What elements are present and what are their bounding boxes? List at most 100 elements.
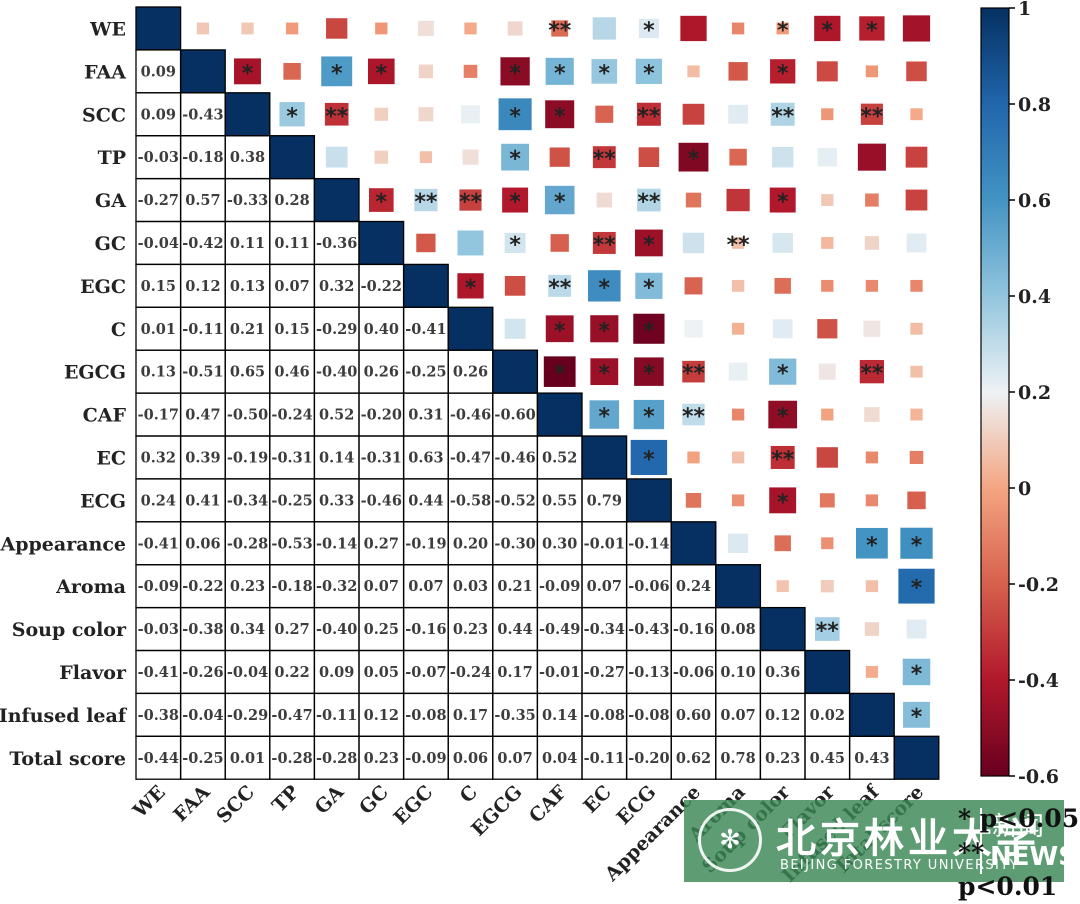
value-cell (269, 478, 315, 522)
correlation-square (550, 234, 569, 252)
value-cell (359, 564, 404, 608)
correlation-value: 0.10 (720, 664, 755, 681)
correlation-value: 0.14 (319, 449, 354, 466)
significance-marker: * (911, 576, 923, 601)
value-cell (448, 436, 493, 479)
correlation-value: -0.43 (628, 621, 669, 638)
correlation-square (769, 358, 797, 385)
correlation-value: 0.34 (230, 621, 265, 638)
value-cell (492, 693, 538, 737)
value-cell (537, 564, 582, 608)
correlation-square (728, 533, 749, 553)
correlation-square (368, 58, 395, 85)
correlation-value: -0.18 (271, 578, 312, 595)
correlation-square (418, 64, 434, 79)
significance-marker: * (777, 362, 789, 387)
correlation-square (769, 187, 796, 213)
correlation-value: -0.11 (316, 707, 357, 724)
significance-marker: ** (816, 619, 840, 644)
correlation-value: 0.07 (497, 750, 532, 767)
correlation-square (375, 22, 388, 35)
value-cell (359, 607, 404, 651)
correlation-square (910, 408, 923, 421)
value-cell (626, 564, 672, 608)
correlation-value: -0.14 (628, 535, 669, 552)
value-cell (492, 607, 538, 651)
correlation-value: 0.44 (497, 621, 532, 638)
colorbar-tick-label: 1 (1018, 0, 1031, 20)
value-cell (715, 693, 761, 737)
correlation-square (279, 102, 305, 127)
correlation-square (821, 108, 834, 121)
value-cell (671, 607, 716, 651)
significance-marker: ** (637, 190, 661, 215)
correlation-value: 0.01 (141, 321, 176, 338)
correlation-square (500, 57, 530, 86)
correlation-value: -0.04 (227, 664, 268, 681)
correlation-square (864, 236, 880, 250)
correlation-square (682, 103, 705, 125)
value-cell (492, 436, 538, 479)
correlation-value: -0.16 (405, 621, 446, 638)
row-label-tp: TP (98, 147, 126, 169)
value-cell (359, 521, 404, 565)
value-cell (448, 736, 493, 780)
correlation-square (770, 445, 795, 469)
diagonal-cell (180, 49, 226, 93)
correlation-square (817, 319, 838, 339)
correlation-value: 0.07 (720, 707, 755, 724)
correlation-value: -0.25 (271, 492, 312, 509)
correlation-value: 0.27 (364, 535, 399, 552)
value-cell (180, 178, 226, 222)
col-label-tp: TP (268, 781, 304, 817)
significance-marker: * (777, 405, 789, 430)
value-cell (225, 607, 270, 651)
correlation-square (772, 319, 793, 339)
correlation-square (731, 408, 745, 421)
correlation-value: 0.36 (765, 664, 800, 681)
value-cell (225, 178, 270, 222)
diagonal-cell (403, 264, 449, 308)
significance-marker: ** (637, 104, 661, 129)
significance-marker: ** (771, 447, 795, 472)
value-cell (537, 736, 582, 780)
correlation-square (865, 494, 879, 507)
significance-marker: ** (771, 104, 795, 129)
correlation-value: -0.58 (450, 492, 491, 509)
significance-marker: * (643, 276, 655, 301)
value-cell (671, 650, 716, 694)
significance-marker: ** (682, 405, 706, 430)
correlation-square (636, 102, 661, 126)
correlation-square (588, 270, 621, 302)
correlation-value: -0.25 (405, 364, 446, 381)
value-cell (760, 650, 805, 694)
value-cell (314, 564, 359, 608)
correlation-value: -0.06 (673, 664, 714, 681)
diagonal-cell (582, 436, 627, 479)
value-cell (314, 221, 359, 265)
correlation-square (816, 61, 838, 82)
value-cell (626, 693, 672, 737)
colorbar-gradient (980, 7, 1010, 777)
correlation-value: -0.42 (182, 235, 223, 252)
significance-marker: * (465, 276, 477, 301)
watermark: ✻ 北京林业大学 BEIJING FORESTRY UNIVERSITY 新闻 … (684, 800, 1077, 882)
correlation-value: -0.38 (138, 707, 179, 724)
correlation-value: -0.04 (182, 707, 223, 724)
correlation-value: 0.41 (185, 492, 220, 509)
value-cell (715, 736, 761, 780)
correlation-value: 0.09 (141, 106, 176, 123)
correlation-value: -0.19 (405, 535, 446, 552)
diagonal-cell (225, 92, 270, 136)
col-label-ga: GA (311, 781, 349, 819)
correlation-value: 0.32 (141, 449, 176, 466)
significance-marker: * (286, 104, 298, 129)
correlation-value: 0.62 (676, 750, 711, 767)
value-cell (492, 564, 538, 608)
value-cell (180, 92, 226, 136)
correlation-value: -0.25 (182, 750, 223, 767)
significance-legend-item: ** p<0.01 (958, 838, 1058, 901)
correlation-square (196, 22, 210, 35)
row-label-appearance: Appearance (0, 533, 126, 555)
correlation-square (416, 233, 436, 253)
